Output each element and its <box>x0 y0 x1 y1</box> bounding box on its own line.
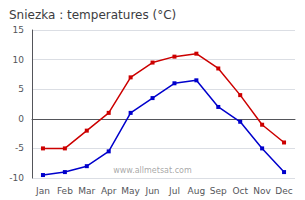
svg-text:Oct: Oct <box>232 186 248 196</box>
svg-text:-10: -10 <box>9 173 24 183</box>
svg-text:Nov: Nov <box>253 186 271 196</box>
svg-text:Jul: Jul <box>168 186 180 196</box>
svg-text:Sniezka : temperatures (°C): Sniezka : temperatures (°C) <box>9 8 176 22</box>
svg-text:-5: -5 <box>15 143 24 153</box>
svg-text:Apr: Apr <box>101 186 117 196</box>
svg-text:Sep: Sep <box>210 186 227 196</box>
svg-text:Aug: Aug <box>188 186 206 196</box>
svg-text:Dec: Dec <box>275 186 292 196</box>
svg-text:15: 15 <box>13 25 24 35</box>
svg-text:www.allmetsat.com: www.allmetsat.com <box>113 166 192 175</box>
svg-text:Feb: Feb <box>57 186 73 196</box>
svg-text:May: May <box>121 186 140 196</box>
svg-text:Mar: Mar <box>78 186 95 196</box>
svg-text:10: 10 <box>13 55 25 65</box>
svg-text:5: 5 <box>18 84 24 94</box>
svg-text:Jan: Jan <box>35 186 50 196</box>
svg-text:0: 0 <box>18 114 24 124</box>
svg-text:Jun: Jun <box>145 186 160 196</box>
